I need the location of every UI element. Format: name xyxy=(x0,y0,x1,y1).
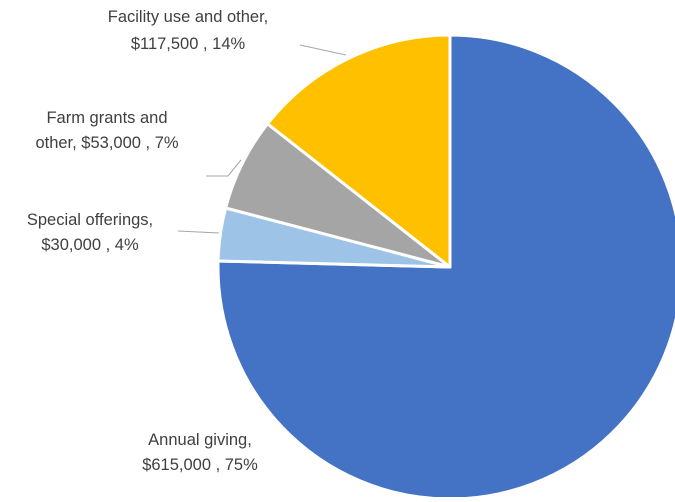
data-label-line: $30,000 , 4% xyxy=(41,236,139,254)
data-label-line: Facility use and other, xyxy=(108,8,269,26)
leader-line xyxy=(206,159,242,177)
data-label-line: $615,000 , 75% xyxy=(142,456,258,474)
leader-line xyxy=(299,44,347,56)
data-label-line: $117,500 , 14% xyxy=(131,35,246,53)
data-label: Special offerings, $30,000 , 4% xyxy=(27,211,153,254)
data-label-line: other, $53,000 , 7% xyxy=(35,134,178,152)
data-label-line: Farm grants and xyxy=(46,109,167,127)
data-label-line: Special offerings, xyxy=(27,211,153,229)
pie-slices xyxy=(216,33,675,501)
leader-line xyxy=(177,230,220,234)
data-label-line: Annual giving, xyxy=(148,431,252,449)
data-labels: Annual giving, $615,000 , 75% Special offe… xyxy=(27,8,268,474)
leader-lines xyxy=(177,44,347,234)
data-label: Annual giving, $615,000 , 75% xyxy=(142,431,258,474)
data-label: Facility use and other, $117,500 , 14% xyxy=(108,8,269,53)
pie-slice-facility-use-and-other xyxy=(266,33,452,269)
data-label: Farm grants and other, $53,000 , 7% xyxy=(35,109,178,152)
